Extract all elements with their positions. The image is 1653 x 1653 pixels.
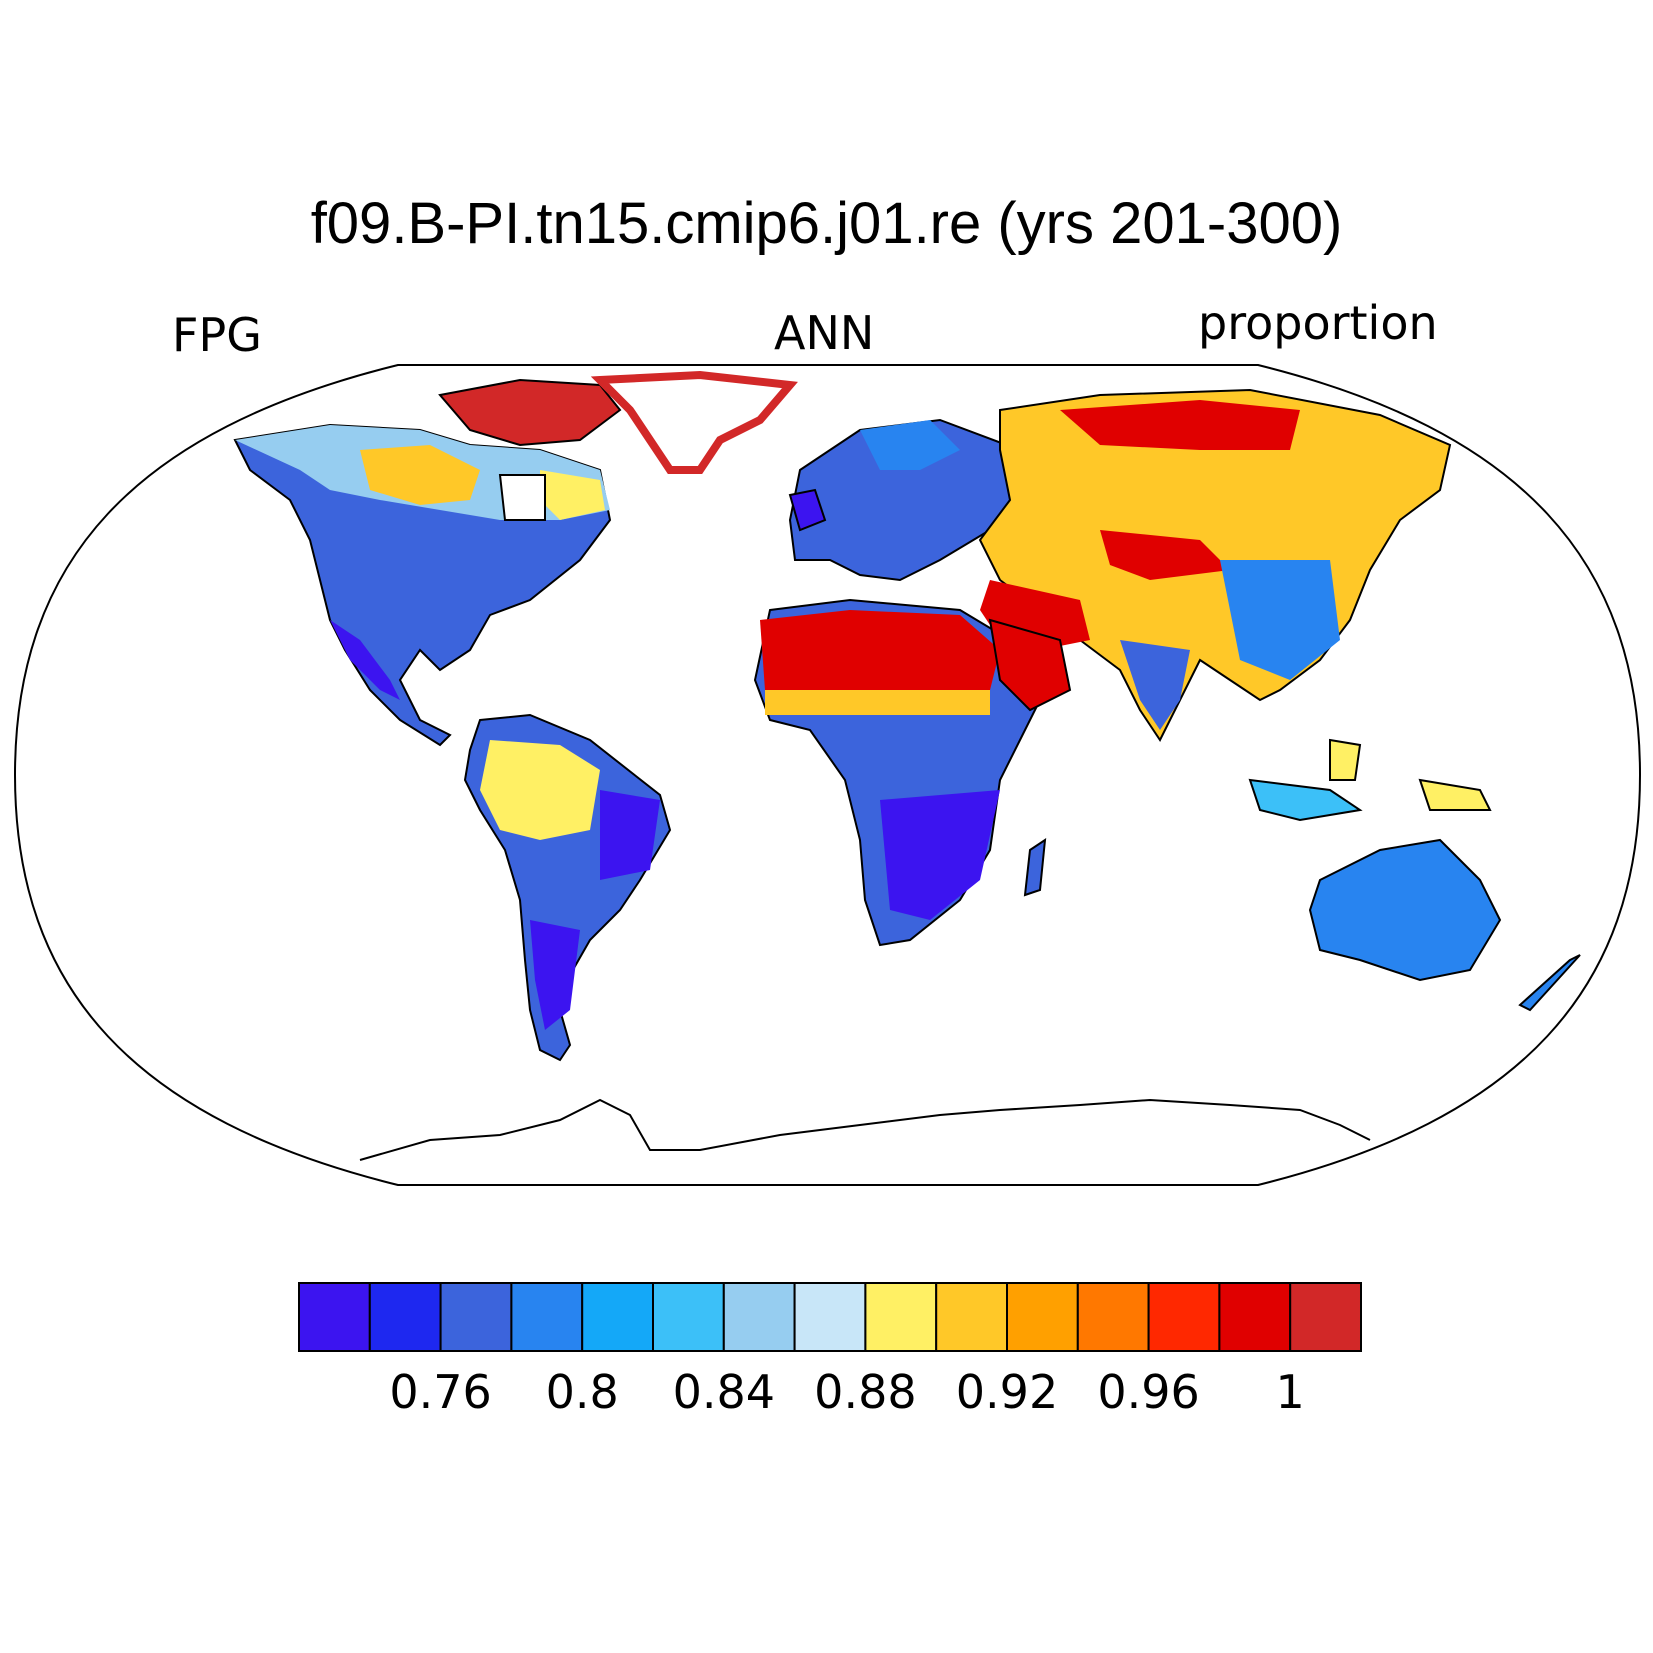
new-zealand — [1518, 954, 1581, 1012]
colorbar-tick-label: 0.76 — [389, 1365, 492, 1419]
colorbar-box-10 — [1006, 1282, 1079, 1352]
colorbar-box-4 — [581, 1282, 655, 1352]
patagonia — [530, 920, 580, 1030]
map-title: f09.B-PI.tn15.cmip6.j01.re (yrs 201-300) — [310, 191, 1343, 256]
colorbar-tick-label: 0.8 — [545, 1365, 619, 1419]
indonesia — [1248, 778, 1363, 822]
british-isles — [788, 488, 827, 532]
colorbar-box-13 — [1218, 1282, 1292, 1352]
australia — [1308, 838, 1502, 982]
eastern-brazil — [600, 790, 660, 880]
season-label: ANN — [774, 306, 875, 360]
colorbar-box-5 — [652, 1282, 725, 1352]
colorbar-tick-label: 0.96 — [1097, 1365, 1200, 1419]
units-label: proportion — [1198, 296, 1438, 350]
europe — [788, 418, 1042, 582]
hudson-bay — [498, 474, 546, 521]
mexico — [330, 620, 400, 700]
new-guinea — [1418, 778, 1492, 811]
sahara — [760, 610, 1000, 705]
colorbar-box-2 — [439, 1282, 513, 1352]
colorbar-tick-label: 0.84 — [672, 1365, 776, 1419]
madagascar — [1023, 837, 1047, 897]
borneo — [1329, 738, 1362, 781]
colorbar-tick-label: 1 — [1275, 1365, 1305, 1419]
colorbar-box-9 — [935, 1282, 1009, 1352]
map-border — [13, 364, 1642, 1186]
variable-label: FPG — [172, 308, 262, 362]
colorbar — [298, 1282, 1362, 1352]
southern-africa — [880, 790, 1000, 920]
central-asia-desert — [1100, 530, 1230, 580]
sahel — [765, 690, 990, 715]
siberia-north — [1060, 400, 1300, 450]
india — [1120, 640, 1190, 730]
colorbar-box-14 — [1289, 1282, 1362, 1352]
china-east — [1220, 560, 1340, 680]
colorbar-box-11 — [1076, 1282, 1150, 1352]
colorbar-box-3 — [510, 1282, 584, 1352]
labrador — [540, 470, 605, 520]
colorbar-box-8 — [864, 1282, 938, 1352]
colorbar-tick-label: 0.92 — [955, 1365, 1059, 1419]
antarctica-coast — [359, 1098, 1371, 1161]
colorbar-box-0 — [298, 1282, 371, 1352]
colorbar-box-1 — [368, 1282, 442, 1352]
greenland — [590, 370, 798, 474]
amazon — [480, 740, 600, 840]
colorbar-tick-label: 0.88 — [814, 1365, 917, 1419]
colorbar-box-6 — [722, 1282, 796, 1352]
colorbar-box-12 — [1147, 1282, 1221, 1352]
scandinavia — [860, 420, 960, 470]
arabia — [988, 618, 1072, 712]
canada-central — [360, 445, 480, 505]
canadian-arctic — [438, 378, 622, 447]
colorbar-box-7 — [793, 1282, 867, 1352]
